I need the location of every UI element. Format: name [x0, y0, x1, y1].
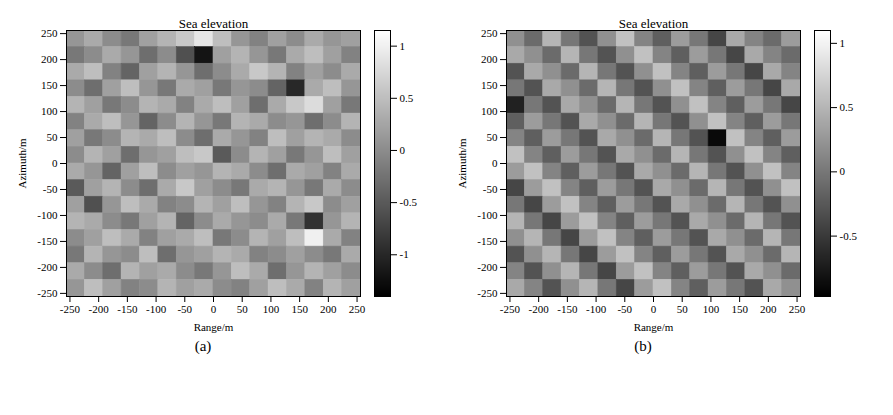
- svg-text:250: 250: [481, 27, 498, 39]
- svg-text:Azimuth/m: Azimuth/m: [16, 138, 28, 189]
- svg-text:-50: -50: [177, 303, 192, 315]
- svg-text:-200: -200: [477, 261, 498, 273]
- svg-text:-0.5: -0.5: [840, 230, 858, 242]
- svg-text:200: 200: [41, 53, 58, 65]
- svg-text:0: 0: [211, 303, 217, 315]
- svg-text:-250: -250: [500, 303, 521, 315]
- svg-text:-50: -50: [43, 183, 58, 195]
- svg-text:0.5: 0.5: [400, 92, 414, 104]
- svg-text:1: 1: [840, 37, 846, 49]
- svg-text:-250: -250: [477, 287, 498, 299]
- svg-text:Range/m: Range/m: [194, 321, 234, 333]
- svg-text:100: 100: [263, 303, 280, 315]
- svg-text:0: 0: [840, 165, 846, 177]
- svg-text:0: 0: [492, 157, 498, 169]
- svg-text:-1: -1: [400, 248, 409, 260]
- svg-text:-150: -150: [557, 303, 578, 315]
- svg-text:250: 250: [349, 303, 366, 315]
- svg-text:Sea elevation: Sea elevation: [619, 16, 689, 31]
- svg-text:-250: -250: [37, 287, 58, 299]
- svg-text:-0.5: -0.5: [400, 196, 418, 208]
- svg-text:-250: -250: [60, 303, 81, 315]
- svg-text:-100: -100: [586, 303, 607, 315]
- svg-text:Azimuth/m: Azimuth/m: [456, 138, 468, 189]
- svg-text:Range/m: Range/m: [634, 321, 674, 333]
- svg-text:-200: -200: [89, 303, 110, 315]
- svg-text:1: 1: [400, 40, 406, 52]
- svg-text:-150: -150: [117, 303, 138, 315]
- svg-text:-100: -100: [146, 303, 167, 315]
- svg-text:-200: -200: [37, 261, 58, 273]
- svg-text:150: 150: [731, 303, 748, 315]
- svg-text:-100: -100: [37, 209, 58, 221]
- svg-text:Sea elevation: Sea elevation: [179, 16, 249, 31]
- svg-text:250: 250: [789, 303, 806, 315]
- svg-text:50: 50: [487, 131, 499, 143]
- svg-text:-50: -50: [483, 183, 498, 195]
- html-text:(a): (a): [194, 338, 212, 354]
- svg-text:50: 50: [677, 303, 689, 315]
- svg-text:250: 250: [41, 27, 58, 39]
- svg-text:100: 100: [481, 105, 498, 117]
- svg-text:-50: -50: [617, 303, 632, 315]
- svg-text:50: 50: [237, 303, 249, 315]
- svg-text:0: 0: [52, 157, 58, 169]
- svg-text:0: 0: [651, 303, 657, 315]
- svg-text:-200: -200: [529, 303, 550, 315]
- svg-text:150: 150: [481, 79, 498, 91]
- svg-text:200: 200: [481, 53, 498, 65]
- svg-text:-150: -150: [477, 235, 498, 247]
- svg-text:0: 0: [400, 144, 406, 156]
- svg-text:150: 150: [291, 303, 308, 315]
- svg-text:200: 200: [320, 303, 337, 315]
- svg-text:200: 200: [760, 303, 777, 315]
- svg-text:150: 150: [41, 79, 58, 91]
- svg-text:-100: -100: [477, 209, 498, 221]
- svg-text:100: 100: [41, 105, 58, 117]
- html-text:(b): (b): [634, 338, 652, 354]
- svg-text:100: 100: [703, 303, 720, 315]
- svg-text:50: 50: [47, 131, 59, 143]
- svg-text:0.5: 0.5: [840, 101, 854, 113]
- svg-text:-150: -150: [37, 235, 58, 247]
